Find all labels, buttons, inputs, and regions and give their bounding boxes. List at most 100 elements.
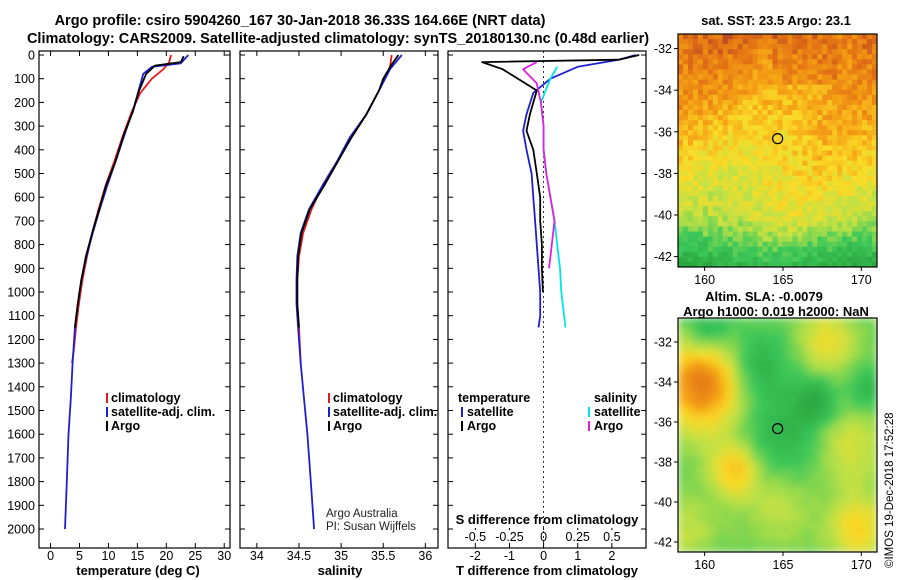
sst-cell [697,201,704,207]
sst-cell [747,69,754,76]
sst-cell [802,155,808,162]
sst-cell [812,206,818,212]
sla-cell [784,331,792,340]
sst-cell [678,130,684,136]
sla-cell [764,331,772,340]
sst-cell [842,155,848,162]
sla-cell [863,490,871,498]
sst-cell [752,221,759,228]
sla-cell [744,421,752,429]
sst-cell [687,49,694,55]
sla-cell [837,517,845,526]
sst-cell [847,231,853,238]
sst-cell [732,69,739,76]
sla-cell [737,455,745,464]
x-tick-label: 35 [334,549,348,563]
sst-cell [767,64,774,71]
sst-cell [792,150,798,157]
sst-cell [732,64,739,71]
sla-cell [770,318,779,326]
sst-cell [777,246,784,253]
sst-cell [812,79,818,86]
sst-cell [782,145,789,152]
sla-cell [850,428,858,436]
sst-cell [837,69,843,76]
sst-cell [847,256,853,263]
sla-field [678,318,877,552]
sst-cell [687,115,694,121]
sst-cell [757,59,764,65]
sst-cell [697,150,704,157]
sst-cell [802,241,808,248]
sst-cell [757,251,764,258]
sla-cell [691,331,699,340]
sla-cell [764,414,772,422]
sst-cell [837,140,843,147]
sst-cell [712,251,719,258]
sst-cell [822,99,828,106]
sla-cell [810,414,818,422]
sst-cell [817,185,823,192]
sst-cell [682,140,689,147]
y-tick-label: 2000 [7,523,35,537]
sst-cell [842,130,848,136]
sla-cell [744,414,752,422]
sla-cell [790,469,798,477]
sst-cell [822,109,828,116]
sst-cell [787,150,794,157]
sst-cell [837,84,843,91]
sst-cell [847,89,853,96]
sst-cell [697,175,704,182]
sla-cell [757,441,765,450]
sst-cell [702,251,709,258]
sst-cell [862,165,868,172]
sst-cell [687,155,694,162]
sla-cell [810,421,818,429]
sst-cell [707,125,714,131]
sst-cell [832,246,838,253]
sst-cell [737,180,744,187]
sst-cell [697,221,704,228]
sla-cell [804,517,812,526]
sst-cell [712,175,719,182]
sst-cell [862,231,868,238]
sst-cell [757,261,764,267]
sst-cell [827,140,833,147]
sla-cell [837,386,845,395]
sst-cell [867,261,873,267]
sst-cell [782,226,789,233]
y-tick-label: 400 [14,143,35,157]
sst-cell [717,125,724,131]
sst-cell [822,135,828,141]
sst-cell [867,226,873,233]
sst-cell [862,170,868,177]
sst-cell [702,54,709,60]
sla-cell [757,435,765,443]
sst-cell [752,185,759,192]
sst-cell [787,89,794,96]
y-tick-label: 1400 [7,380,35,394]
sla-cell [857,545,865,552]
sst-cell [687,216,694,223]
sst-cell [767,175,774,182]
sst-cell [757,94,764,101]
series-line-climatology [296,54,393,364]
sst-cell [747,155,754,162]
sst-cell [707,99,714,106]
sst-cell [842,89,848,96]
sst-cell [757,256,764,263]
sst-cell [812,246,818,253]
sst-cell [857,69,863,76]
sla-cell [764,462,772,471]
sst-cell [687,256,694,263]
sla-cell [870,373,877,381]
sst-cell [807,140,813,147]
sla-cell [817,469,825,477]
sst-cell [852,155,858,162]
sla-cell [704,483,712,491]
sla-cell [711,462,719,471]
sst-cell [752,115,759,121]
sst-cell [787,201,794,207]
sst-cell [767,84,774,91]
sla-cell [770,331,779,340]
